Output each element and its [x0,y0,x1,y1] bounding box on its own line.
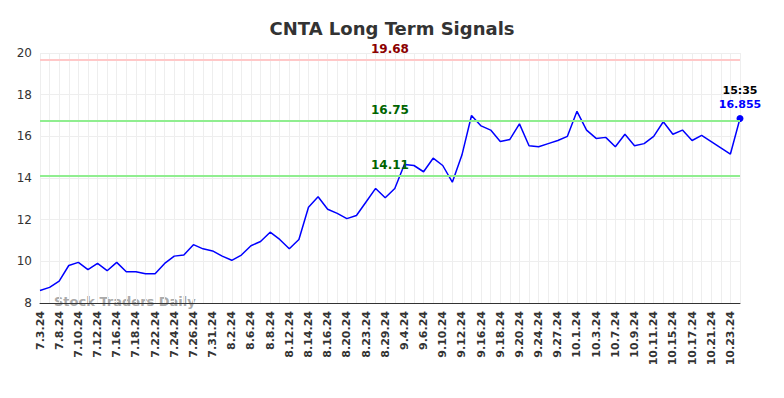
svg-text:10.3.24: 10.3.24 [590,311,603,358]
svg-text:7.22.24: 7.22.24 [149,311,162,358]
svg-text:Stock Traders Daily: Stock Traders Daily [54,294,196,309]
svg-text:8.8.24: 8.8.24 [264,311,277,350]
svg-text:19.68: 19.68 [371,42,409,56]
svg-text:10.23.24: 10.23.24 [724,311,737,366]
svg-text:12: 12 [17,213,32,227]
svg-text:7.24.24: 7.24.24 [168,311,181,358]
svg-text:7.8.24: 7.8.24 [53,311,66,350]
svg-text:7.26.24: 7.26.24 [187,311,200,358]
svg-text:16.75: 16.75 [371,103,409,117]
svg-text:16.855: 16.855 [719,98,761,111]
svg-text:10.9.24: 10.9.24 [628,311,641,358]
svg-text:18: 18 [17,88,32,102]
svg-text:8: 8 [24,296,32,310]
svg-text:10.7.24: 10.7.24 [609,311,622,358]
svg-text:8.16.24: 8.16.24 [321,311,334,358]
svg-text:8.23.24: 8.23.24 [360,311,373,358]
svg-text:14: 14 [17,171,32,185]
svg-text:10: 10 [17,254,32,268]
svg-text:15:35: 15:35 [722,84,757,97]
svg-text:7.10.24: 7.10.24 [72,311,85,358]
svg-text:9.20.24: 9.20.24 [513,311,526,358]
svg-text:7.16.24: 7.16.24 [110,311,123,358]
svg-text:9.16.24: 9.16.24 [475,311,488,358]
svg-text:10.11.24: 10.11.24 [647,311,660,366]
svg-text:9.24.24: 9.24.24 [532,311,545,358]
svg-text:9.18.24: 9.18.24 [494,311,507,358]
svg-text:7.3.24: 7.3.24 [34,311,47,350]
svg-text:8.14.24: 8.14.24 [302,311,315,358]
svg-text:9.12.24: 9.12.24 [455,311,468,358]
svg-text:10.17.24: 10.17.24 [686,311,699,366]
svg-text:9.10.24: 9.10.24 [436,311,449,358]
svg-text:9.4.24: 9.4.24 [398,311,411,350]
svg-text:7.31.24: 7.31.24 [206,311,219,358]
svg-text:8.2.24: 8.2.24 [225,311,238,350]
svg-text:10.21.24: 10.21.24 [705,311,718,366]
svg-text:16: 16 [17,129,32,143]
svg-text:8.12.24: 8.12.24 [283,311,296,358]
svg-text:9.6.24: 9.6.24 [417,311,430,350]
svg-text:9.27.24: 9.27.24 [551,311,564,358]
svg-text:8.20.24: 8.20.24 [340,311,353,358]
svg-text:7.18.24: 7.18.24 [129,311,142,358]
svg-text:14.11: 14.11 [371,158,409,172]
svg-text:8.29.24: 8.29.24 [379,311,392,358]
svg-text:20: 20 [17,46,32,60]
svg-text:10.15.24: 10.15.24 [666,311,679,366]
svg-text:10.1.24: 10.1.24 [570,311,583,358]
svg-text:7.12.24: 7.12.24 [91,311,104,358]
svg-text:CNTA Long Term Signals: CNTA Long Term Signals [269,18,514,39]
svg-text:8.6.24: 8.6.24 [244,311,257,350]
